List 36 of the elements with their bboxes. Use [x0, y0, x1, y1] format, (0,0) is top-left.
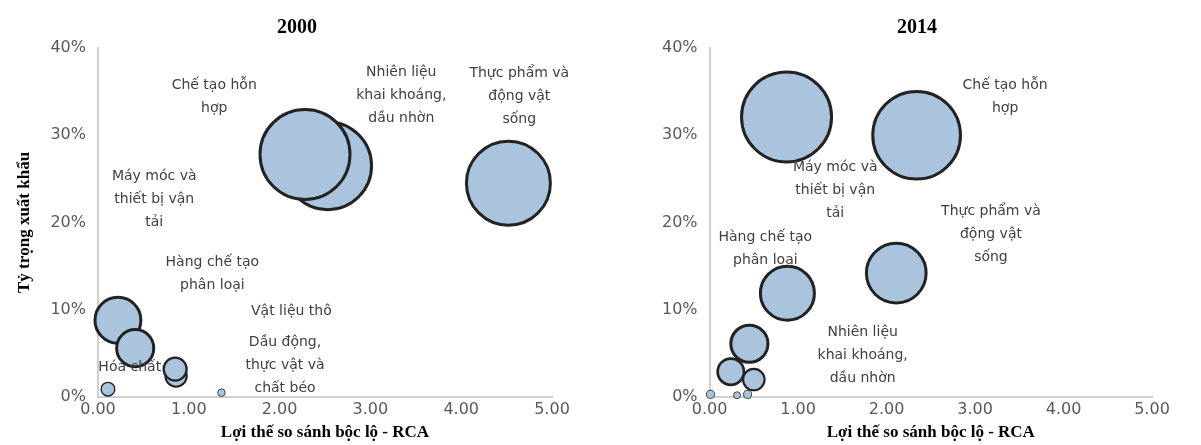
y-tick-label: 40% [50, 37, 86, 57]
x-tick-label: 1.00 [780, 398, 816, 418]
y-tick-label: 30% [50, 124, 86, 144]
annotation: Hàng chế tạo phân loại [165, 253, 260, 293]
annotation: Chế tạo hỗn hợp [962, 76, 1048, 115]
y-tick-label: 10% [50, 298, 86, 318]
x-tick-label: 4.00 [443, 398, 480, 418]
annotation: Hóa chất [98, 357, 162, 374]
annotation: Hàng chế tạo phân loại [718, 227, 813, 267]
y-axis-title: Tỷ trọng xuất khẩu [13, 151, 33, 294]
annotation: Thực phẩm và động vật sống [940, 201, 1041, 264]
x-tick-label: 5.00 [1134, 398, 1170, 418]
chart-title: 2014 [897, 15, 937, 38]
x-tick-label: 3.00 [352, 398, 389, 418]
annotation: Dầu động, thực vật và chất béo [245, 332, 325, 395]
annotation: Thực phẩm và động vật sống [468, 63, 570, 126]
y-tick-label: 30% [662, 124, 698, 144]
y-tick-label: 40% [662, 37, 698, 57]
y-tick-label: 10% [662, 298, 698, 318]
x-tick-label: 4.00 [1045, 398, 1082, 418]
x-tick-label: 2.00 [868, 398, 905, 418]
annotation: Nhiên liệu khai khoáng, dầu nhờn [356, 62, 447, 125]
x-tick-label: 5.00 [534, 398, 570, 418]
annotation: Vật liệu thô [251, 302, 332, 319]
chart-title: 2000 [277, 15, 317, 38]
y-tick-label: 20% [662, 211, 698, 231]
y-tick-label: 20% [50, 211, 86, 231]
annotation: Chế tạo hỗn hợp [171, 76, 257, 115]
x-tick-label: 2.00 [261, 398, 298, 418]
x-axis-title: Lợi thế so sánh bộc lộ - RCA [826, 421, 1036, 441]
x-axis-title: Lợi thế so sánh bộc lộ - RCA [220, 421, 430, 441]
x-tick-label: 1.00 [170, 398, 207, 418]
annotation: Nhiên liệu khai khoáng, dầu nhờn [817, 322, 908, 385]
annotation: Máy móc và thiết bị vận tải [792, 158, 878, 221]
x-tick-label: 3.00 [957, 398, 993, 418]
annotation: Máy móc và thiết bị vận tải [111, 166, 197, 229]
